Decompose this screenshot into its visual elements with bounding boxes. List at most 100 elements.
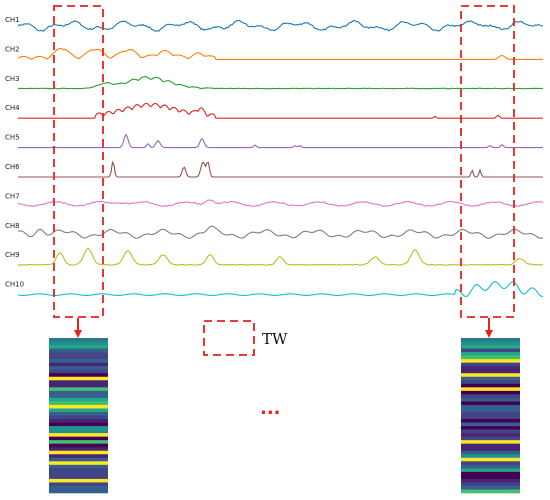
heatmap-row [49,447,108,452]
heatmap-row [461,390,520,395]
heatmap-row [461,411,520,416]
feature-heatmap-left [49,338,108,494]
heatmap-row [49,376,108,381]
heatmap-row [49,429,108,434]
heatmap-row [49,380,108,385]
heatmap-row [49,422,108,427]
heatmap-row [461,419,520,423]
heatmap-row [49,478,108,483]
heatmap-row [461,454,520,459]
channel-label: CH3 [5,75,20,83]
channel-labels: CH1 CH2 CH3 CH4 CH5 CH6 CH7 CH8 CH9 CH10 [5,16,24,289]
heatmap-row [49,373,108,378]
heatmap-row [461,345,520,349]
heatmap-row [461,436,520,441]
time-window-box-right [460,5,515,318]
heatmap-row [49,401,108,406]
heatmap-row [49,485,108,490]
channel-label: CH10 [5,281,24,289]
heatmap-row [461,359,520,363]
heatmap-row [461,366,520,370]
heatmap-row [49,475,108,480]
channel-trace [17,47,543,60]
heatmap-row [461,461,520,466]
heatmap-row [461,471,520,476]
heatmap-row [461,443,520,448]
heatmap-row [49,359,108,363]
channel-label: CH8 [5,222,20,230]
heatmap-row [461,338,520,342]
heatmap-row [49,383,108,388]
heatmap-row [461,362,520,367]
channel-label: CH1 [5,16,20,24]
time-window-box-left [53,5,104,318]
heatmap-row [49,404,108,409]
heatmap-row [461,415,520,420]
channel-trace [17,247,544,266]
heatmap-row [49,390,108,395]
heatmap-row [49,419,108,423]
heatmap-row [461,478,520,483]
heatmap-row [461,394,520,399]
heatmap-row [49,471,108,476]
heatmap-row [461,464,520,469]
heatmap-row [49,338,108,342]
heatmap-row [461,489,520,494]
channel-trace [17,225,544,239]
heatmap-row [49,450,108,455]
heatmap-row [49,348,108,353]
heatmap-row [461,482,520,487]
channel-label: CH5 [5,134,20,142]
channel-trace [17,281,543,297]
channel-label: CH4 [5,104,20,112]
heatmap-row [461,429,520,434]
heatmap-row [461,376,520,381]
heatmap-row [49,464,108,469]
heatmap-row [461,450,520,455]
heatmap-row [461,401,520,406]
heatmap-row [49,366,108,370]
channel-trace [18,160,543,178]
heatmap-row [461,380,520,385]
legend-time-window-label: TW [262,330,288,348]
heatmap-row [461,397,520,402]
heatmap-row [49,397,108,402]
heatmap-row [49,443,108,448]
channel-label: CH6 [5,163,20,171]
heatmap-row [461,426,520,430]
channel-trace [18,102,543,119]
ellipsis: ... [260,398,281,419]
heatmap-row [49,341,108,346]
heatmap-row [461,422,520,427]
heatmap-row [461,369,520,374]
heatmap-row [461,355,520,360]
channel-traces [17,19,544,297]
channel-label: CH2 [5,45,20,53]
heatmap-row [49,352,108,356]
channel-trace [17,75,544,90]
channel-trace [17,199,544,208]
heatmap-row [49,345,108,349]
heatmap-row [49,394,108,399]
heatmap-row [461,485,520,490]
heatmap-row [49,411,108,416]
heatmap-row [461,383,520,388]
heatmap-row [49,489,108,494]
heatmap-row [49,457,108,462]
heatmap-row [49,362,108,367]
channel-trace [18,133,543,149]
heatmap-row [461,433,520,437]
heatmap-row [461,440,520,444]
channel-label: CH7 [5,192,20,200]
feature-heatmap-right [461,338,520,494]
heatmap-row [461,408,520,413]
heatmap-row [49,482,108,487]
heatmap-row [49,387,108,392]
heatmap-row [461,348,520,353]
heatmap-row [49,355,108,360]
channel-trace [17,19,544,32]
heatmap-row [49,408,108,413]
legend-time-window-box [203,320,255,356]
heatmap-row [49,436,108,441]
